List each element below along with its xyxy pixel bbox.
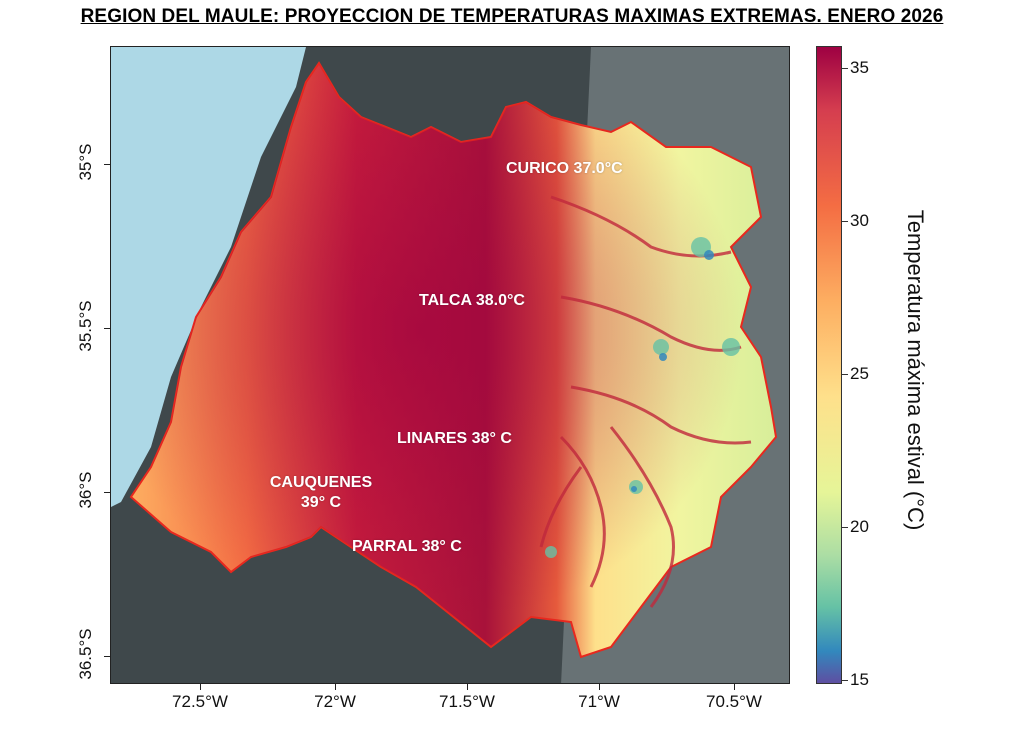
y-tick-label: 36°S: [76, 471, 95, 509]
map-area[interactable]: CURICO 37.0°C TALCA 38.0°C LINARES 38° C…: [110, 46, 790, 684]
x-tick-mark: [467, 684, 468, 690]
y-tick-mark: [104, 164, 110, 165]
colorbar-title: Temperatura máxima estival (°C): [903, 209, 928, 531]
colorbar: [816, 46, 842, 684]
colorbar-tick-mark: [842, 527, 848, 528]
y-tick-mark: [104, 656, 110, 657]
colorbar-tick-label: 30: [850, 211, 869, 230]
x-tick-label: 71.5°W: [439, 692, 495, 711]
x-tick-label: 70.5°W: [706, 692, 762, 711]
y-tick-label: 35.5°S: [76, 300, 95, 352]
colorbar-tick-label: 20: [850, 517, 869, 536]
x-tick-label: 72.5°W: [172, 692, 228, 711]
river-valleys: [539, 195, 752, 608]
x-tick-mark: [734, 684, 735, 690]
city-label-cauquenes-name: CAUQUENES: [269, 474, 373, 491]
map-svg: [111, 47, 789, 683]
coldest-peaks: [631, 250, 714, 492]
city-label-cauquenes-temp: 39° C: [300, 494, 342, 511]
map-title: REGION DEL MAULE: PROYECCION DE TEMPERAT…: [80, 6, 944, 27]
colorbar-tick-mark: [842, 68, 848, 69]
x-tick-label: 72°W: [314, 692, 356, 711]
x-tick-mark: [200, 684, 201, 690]
city-label-curico: CURICO 37.0°C: [506, 160, 623, 177]
colorbar-tick-label: 15: [850, 670, 869, 689]
ocean: [111, 47, 306, 507]
y-tick-label: 35°S: [76, 143, 95, 181]
y-tick-mark: [104, 492, 110, 493]
x-tick-mark: [335, 684, 336, 690]
colorbar-tick-label: 25: [850, 364, 869, 383]
y-tick-label: 36.5°S: [76, 628, 95, 680]
x-tick-mark: [599, 684, 600, 690]
colorbar-tick-label: 35: [850, 58, 869, 77]
colorbar-tick-mark: [842, 221, 848, 222]
colorbar-tick-mark: [842, 374, 848, 375]
city-label-cauquenes: CAUQUENES 39° C: [251, 473, 391, 513]
y-tick-mark: [104, 328, 110, 329]
city-label-parral: PARRAL 38° C: [352, 538, 462, 555]
x-tick-label: 71°W: [578, 692, 620, 711]
colorbar-tick-mark: [842, 680, 848, 681]
city-label-talca: TALCA 38.0°C: [419, 292, 525, 309]
city-label-linares: LINARES 38° C: [397, 430, 512, 447]
